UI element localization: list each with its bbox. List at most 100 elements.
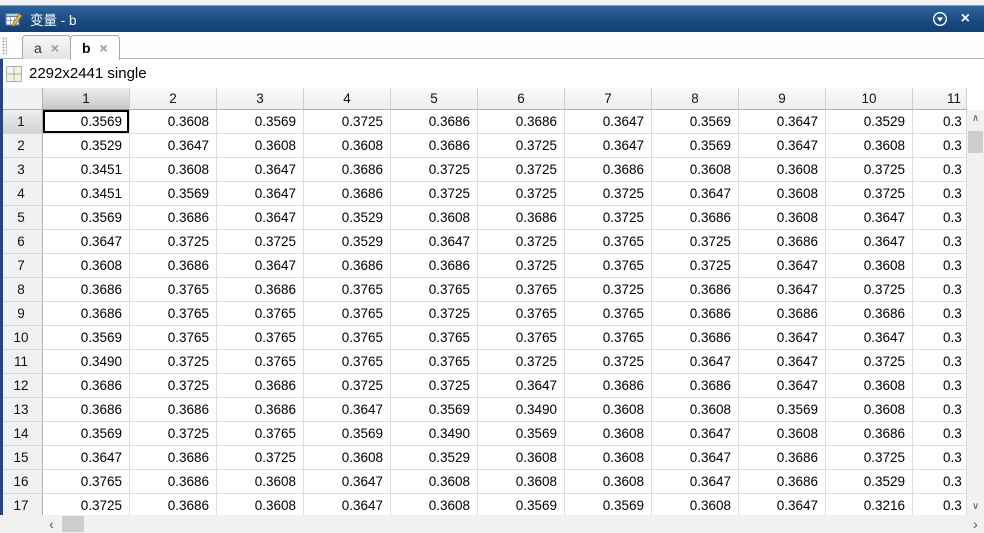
cell[interactable]: 0.3529 [826,110,913,134]
cell[interactable]: 0.3725 [130,350,217,374]
cell[interactable]: 0.3490 [391,422,478,446]
cell[interactable]: 0.3725 [652,230,739,254]
tab-b-close-icon[interactable]: × [99,40,108,56]
cell[interactable]: 0.3765 [478,326,565,350]
cell[interactable]: 0.3647 [652,446,739,470]
cell[interactable]: 0.3686 [43,302,130,326]
scroll-right-icon[interactable]: › [973,516,978,532]
cell[interactable]: 0.3686 [43,398,130,422]
cell[interactable]: 0.3725 [565,278,652,302]
cell[interactable]: 0.3 [913,398,967,422]
column-header[interactable]: 8 [652,88,739,110]
row-header[interactable]: 8 [0,278,43,302]
cell[interactable]: 0.3 [913,110,967,134]
cell[interactable]: 0.3725 [130,422,217,446]
cell[interactable]: 0.3686 [130,398,217,422]
cell[interactable]: 0.3569 [43,326,130,350]
cell[interactable]: 0.3608 [739,206,826,230]
cell[interactable]: 0.3647 [739,278,826,302]
cell[interactable]: 0.3686 [304,254,391,278]
cell[interactable]: 0.3569 [478,494,565,515]
cell[interactable]: 0.3686 [43,278,130,302]
cell[interactable]: 0.3608 [565,398,652,422]
cell[interactable]: 0.3608 [391,494,478,515]
cell[interactable]: 0.3686 [391,134,478,158]
cell[interactable]: 0.3686 [304,158,391,182]
cell[interactable]: 0.3765 [565,254,652,278]
cell[interactable]: 0.3686 [652,278,739,302]
cell[interactable]: 0.3647 [739,326,826,350]
cell[interactable]: 0.3608 [304,134,391,158]
cell[interactable]: 0.3765 [478,302,565,326]
cell[interactable]: 0.3647 [652,182,739,206]
cell[interactable]: 0.3686 [652,326,739,350]
row-header[interactable]: 17 [0,494,43,515]
cell[interactable]: 0.3608 [652,494,739,515]
column-header[interactable]: 5 [391,88,478,110]
cell[interactable]: 0.3608 [826,398,913,422]
cell[interactable]: 0.3686 [217,374,304,398]
cell[interactable]: 0.3647 [217,206,304,230]
cell[interactable]: 0.3608 [739,422,826,446]
cell[interactable]: 0.3725 [565,206,652,230]
cell[interactable]: 0.3569 [43,422,130,446]
cell[interactable]: 0.3647 [304,398,391,422]
cell[interactable]: 0.3725 [826,158,913,182]
cell[interactable]: 0.3686 [391,110,478,134]
cell[interactable]: 0.3725 [130,374,217,398]
row-header[interactable]: 11 [0,350,43,374]
cell[interactable]: 0.3 [913,254,967,278]
cell[interactable]: 0.3608 [478,446,565,470]
row-header[interactable]: 1 [0,110,43,134]
cell[interactable]: 0.3725 [391,158,478,182]
column-header[interactable]: 4 [304,88,391,110]
cell[interactable]: 0.3725 [217,230,304,254]
cell[interactable]: 0.3725 [826,446,913,470]
cell[interactable]: 0.3686 [652,374,739,398]
column-header[interactable]: 3 [217,88,304,110]
cell[interactable]: 0.3608 [217,494,304,515]
cell[interactable]: 0.3 [913,422,967,446]
column-header[interactable]: 1 [43,88,130,110]
vertical-scrollbar-thumb[interactable] [968,131,983,153]
cell[interactable]: 0.3725 [826,278,913,302]
row-header[interactable]: 7 [0,254,43,278]
cell[interactable]: 0.3725 [826,350,913,374]
cell[interactable]: 0.3451 [43,158,130,182]
grid-corner[interactable] [0,88,43,110]
cell[interactable]: 0.3569 [43,110,130,134]
cell[interactable]: 0.3725 [130,230,217,254]
cell[interactable]: 0.3647 [217,182,304,206]
cell[interactable]: 0.3765 [130,302,217,326]
cell[interactable]: 0.3765 [217,350,304,374]
cell[interactable]: 0.3686 [739,446,826,470]
cell[interactable]: 0.3529 [43,134,130,158]
cell[interactable]: 0.3608 [217,470,304,494]
cell[interactable]: 0.3725 [565,182,652,206]
horizontal-scrollbar-thumb[interactable] [62,516,84,532]
cell[interactable]: 0.3686 [130,494,217,515]
cell[interactable]: 0.3608 [391,206,478,230]
cell[interactable]: 0.3765 [391,278,478,302]
row-header[interactable]: 10 [0,326,43,350]
cell[interactable]: 0.3569 [391,398,478,422]
cell[interactable]: 0.3725 [391,374,478,398]
cell[interactable]: 0.3608 [391,470,478,494]
cell[interactable]: 0.3765 [304,326,391,350]
cell[interactable]: 0.3765 [304,350,391,374]
cell[interactable]: 0.3725 [43,494,130,515]
cell[interactable]: 0.3647 [739,254,826,278]
cell[interactable]: 0.3765 [217,422,304,446]
cell[interactable]: 0.3647 [652,422,739,446]
cell[interactable]: 0.3490 [43,350,130,374]
cell[interactable]: 0.3725 [826,182,913,206]
cell[interactable]: 0.3765 [478,278,565,302]
cell[interactable]: 0.3608 [565,446,652,470]
cell[interactable]: 0.3686 [652,302,739,326]
horizontal-scrollbar[interactable]: ‹ › [0,515,984,533]
cell[interactable]: 0.3686 [217,278,304,302]
row-header[interactable]: 2 [0,134,43,158]
cell[interactable]: 0.3686 [565,374,652,398]
cell[interactable]: 0.3 [913,446,967,470]
cell[interactable]: 0.3647 [826,230,913,254]
